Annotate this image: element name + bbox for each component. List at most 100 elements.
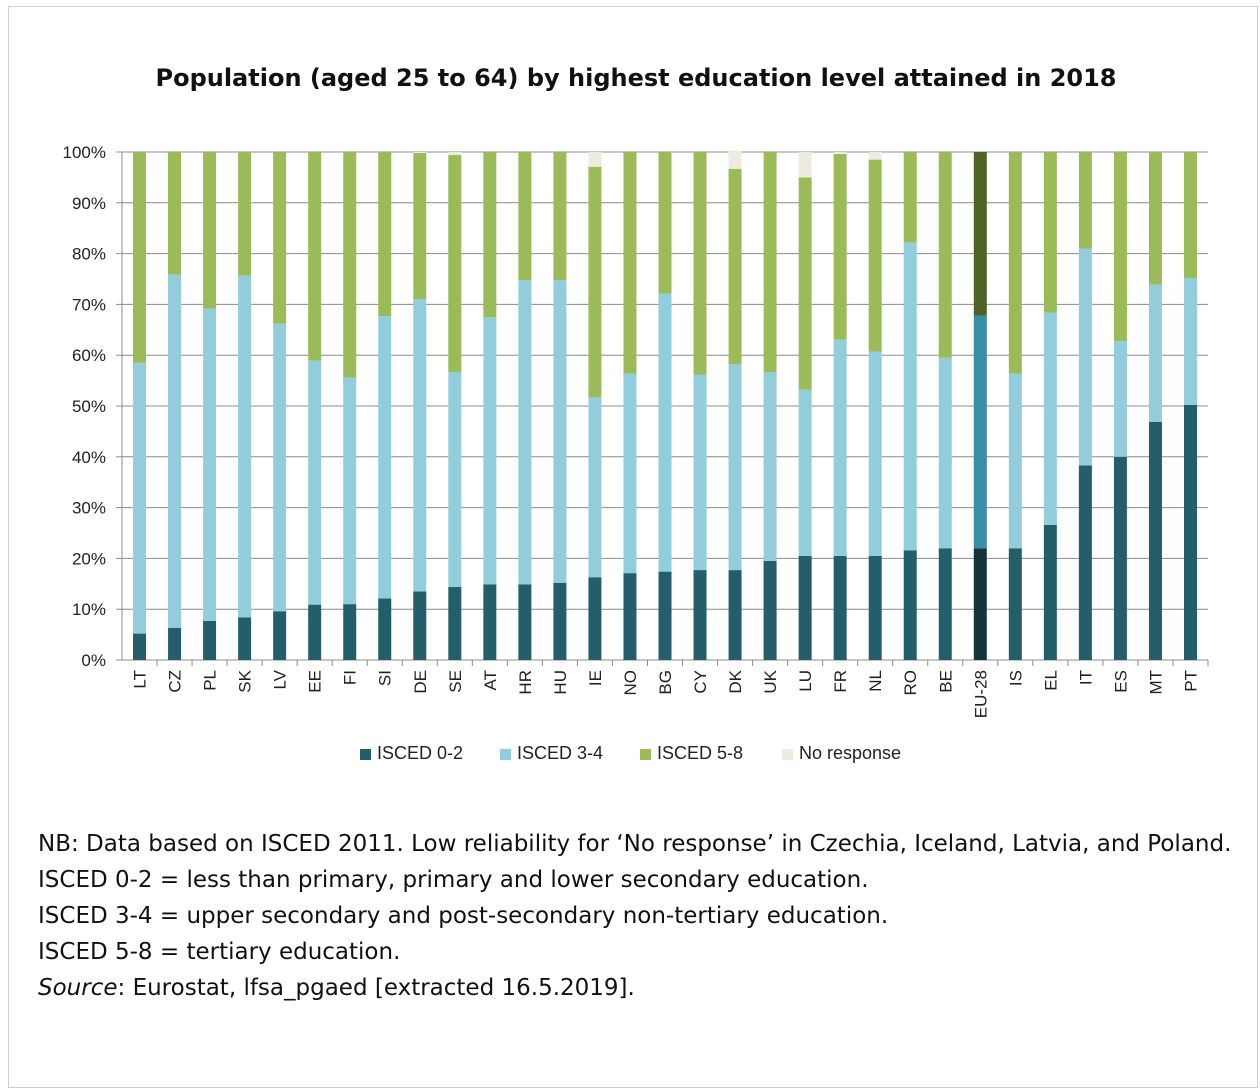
bar-segment (588, 577, 602, 660)
bar-segment (308, 604, 322, 660)
bar-segment (238, 152, 252, 276)
bar-segment (413, 591, 427, 660)
bar-segment (133, 633, 147, 660)
bar-segment (168, 627, 182, 660)
bar-segment (518, 280, 532, 585)
bar-segment (763, 560, 777, 660)
bar-segment (413, 299, 427, 592)
bar-segment (728, 570, 742, 660)
bar-segment (798, 555, 812, 660)
bar-segment (483, 152, 497, 318)
x-tick-label: NO (621, 670, 640, 696)
legend-label: ISCED 0-2 (377, 743, 463, 763)
bar-segment (588, 166, 602, 398)
bar-segment (343, 377, 357, 605)
bar-segment (518, 152, 532, 281)
bar-segment (448, 371, 462, 587)
bar-segment (1008, 152, 1022, 374)
x-tick-label: SI (376, 670, 395, 686)
bar-segment (1078, 465, 1092, 660)
legend-swatch (782, 749, 793, 760)
bar-segment (1008, 548, 1022, 660)
bar-segment (763, 152, 777, 372)
y-tick-label: 10% (72, 600, 106, 619)
bar-segment (1183, 152, 1197, 278)
x-tick-label: MT (1146, 670, 1165, 695)
bar-segment (518, 584, 532, 660)
x-tick-label: SE (446, 670, 465, 693)
bar-segment (623, 373, 637, 574)
x-tick-label: FR (831, 670, 850, 693)
x-tick-label: SK (236, 669, 255, 692)
bar-segment (973, 315, 987, 549)
x-tick-label: HR (516, 670, 535, 695)
bar-segment (308, 360, 322, 605)
bar-segment (1148, 284, 1162, 422)
x-tick-label: EU-28 (971, 670, 990, 718)
bar-segment (413, 153, 427, 300)
bar-segment (763, 371, 777, 561)
bar-segment (833, 152, 847, 155)
bar-segment (483, 317, 497, 585)
x-tick-label: PT (1181, 670, 1200, 692)
x-tick-label: FI (341, 670, 360, 685)
bar-segment (868, 351, 882, 556)
bar-segment (1043, 312, 1057, 525)
x-tick-label: NL (866, 670, 885, 692)
bar-segment (623, 152, 637, 374)
bar-segment (693, 570, 707, 660)
bar-segment (1183, 404, 1197, 660)
notes-block: NB: Data based on ISCED 2011. Low reliab… (38, 826, 1238, 1006)
bar-segment (413, 152, 427, 154)
bar-segment (1113, 152, 1127, 341)
bar-segment (588, 152, 602, 167)
bar-segment (973, 152, 987, 316)
x-tick-label: EL (1041, 670, 1060, 691)
bar-segment (938, 548, 952, 660)
bar-segment (553, 582, 567, 660)
bar-segment (868, 152, 882, 160)
bar-segment (378, 316, 392, 599)
bar-segment (658, 571, 672, 660)
bar-segment (868, 555, 882, 660)
note-isced-0-2: ISCED 0-2 = less than primary, primary a… (38, 867, 869, 893)
bar-segment (1183, 277, 1197, 405)
bar-segment (168, 274, 182, 628)
y-tick-label: 40% (72, 448, 106, 467)
bar-segment (728, 150, 742, 169)
y-tick-label: 70% (72, 295, 106, 314)
bar-segment (903, 550, 917, 660)
y-tick-label: 90% (72, 194, 106, 213)
bar-segment (1008, 373, 1022, 549)
x-tick-label: LT (131, 670, 150, 689)
bar-segment (1043, 524, 1057, 660)
y-tick-label: 0% (81, 651, 106, 670)
bar-segment (798, 389, 812, 556)
bar-segment (658, 152, 672, 294)
y-tick-label: 60% (72, 346, 106, 365)
x-tick-label: CY (691, 670, 710, 694)
legend-swatch (500, 749, 511, 760)
bar-segment (1113, 340, 1127, 457)
y-tick-label: 30% (72, 499, 106, 518)
y-tick-label: 50% (72, 397, 106, 416)
bar-segment (483, 584, 497, 660)
bar-segment (868, 159, 882, 352)
bar-segment (833, 339, 847, 556)
y-tick-label: 100% (63, 143, 106, 162)
bar-segment (378, 598, 392, 660)
bar-segment (448, 586, 462, 660)
bar-segment (623, 573, 637, 660)
bar-segment (343, 604, 357, 660)
bar-segment (903, 242, 917, 551)
legend-label: ISCED 5-8 (657, 743, 743, 763)
x-tick-label: IT (1076, 670, 1095, 685)
chart-title: Population (aged 25 to 64) by highest ed… (155, 64, 1117, 92)
x-tick-label: UK (761, 669, 780, 693)
bar-segment (1078, 152, 1092, 249)
x-tick-label: RO (901, 670, 920, 696)
x-tick-label: EE (306, 670, 325, 693)
bar-segment (658, 293, 672, 572)
y-tick-label: 80% (72, 245, 106, 264)
bar-segment (343, 152, 357, 378)
